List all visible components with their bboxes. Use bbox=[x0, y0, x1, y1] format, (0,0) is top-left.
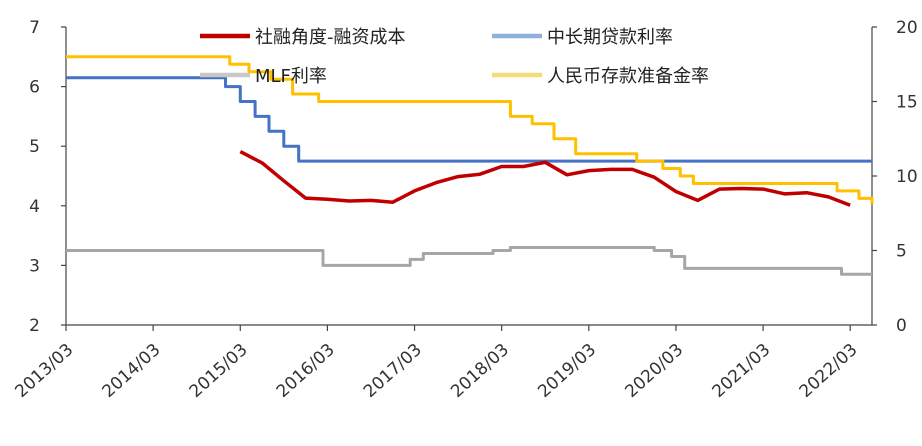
y-tick-label-left: 5 bbox=[29, 137, 40, 157]
legend-label-2: MLF利率 bbox=[255, 66, 327, 87]
x-tick-label: 2013/03 bbox=[11, 340, 77, 402]
y-tick-label-right: 10 bbox=[896, 167, 918, 187]
x-tick-label: 2019/03 bbox=[534, 340, 600, 402]
y-tick-label-left: 2 bbox=[29, 316, 40, 336]
x-tick-label: 2020/03 bbox=[621, 340, 687, 402]
y-tick-label-right: 5 bbox=[896, 242, 907, 262]
x-tick-label: 2022/03 bbox=[796, 340, 862, 402]
legend-label-1: 中长期贷款利率 bbox=[547, 27, 673, 48]
legend-label-0: 社融角度-融资成本 bbox=[255, 27, 406, 48]
legend: 社融角度-融资成本 中长期贷款利率 MLF利率 人民币存款准备金率 bbox=[200, 27, 709, 87]
series-line-1 bbox=[66, 76, 872, 163]
x-tick-label: 2021/03 bbox=[709, 340, 775, 402]
y-tick-label-left: 4 bbox=[29, 197, 40, 217]
y-tick-label-right: 15 bbox=[896, 93, 918, 113]
legend-label-3: 人民币存款准备金率 bbox=[547, 66, 709, 87]
x-tick-label: 2015/03 bbox=[186, 340, 252, 402]
series-line-3 bbox=[66, 55, 874, 205]
y-tick-label-left: 6 bbox=[29, 78, 40, 98]
series-line-0 bbox=[239, 150, 851, 207]
x-tick-label: 2014/03 bbox=[99, 340, 165, 402]
y-tick-label-left: 7 bbox=[29, 18, 40, 38]
x-tick-label: 2018/03 bbox=[447, 340, 513, 402]
y-tick-label-right: 20 bbox=[896, 18, 918, 38]
y-tick-label-left: 3 bbox=[29, 256, 40, 276]
axes: 2 3 4 5 6 7 0 5 10 15 20 2013/03 2014/03 2015/03 2016/… bbox=[11, 18, 917, 402]
x-tick-label: 2017/03 bbox=[360, 340, 426, 402]
y-tick-label-right: 0 bbox=[896, 316, 907, 336]
series-line-2 bbox=[66, 246, 872, 276]
x-tick-label: 2016/03 bbox=[273, 340, 339, 402]
series-layer bbox=[66, 55, 874, 276]
